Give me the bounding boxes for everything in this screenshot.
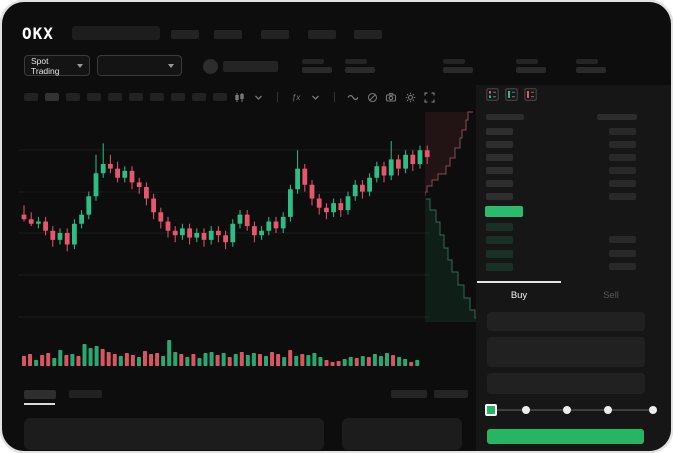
bottom-tab-placeholder[interactable]: [69, 390, 102, 398]
bid-price-placeholder: [486, 223, 513, 231]
slider-handle[interactable]: [485, 404, 497, 416]
chart-type-chevron[interactable]: [252, 91, 264, 103]
ask-amount-placeholder: [609, 128, 636, 135]
volume-bars: [22, 340, 420, 366]
ask-amount-placeholder: [609, 193, 636, 200]
divider: [271, 91, 283, 103]
pair-search-dropdown[interactable]: [97, 55, 182, 76]
timeframe-button-placeholder[interactable]: [150, 93, 164, 101]
total-input[interactable]: [487, 373, 645, 394]
bid-amount-placeholder: [609, 249, 636, 257]
combined-book-icon[interactable]: [486, 88, 499, 101]
ticker-stat-value-placeholder: [345, 67, 375, 73]
bids-only-icon[interactable]: [505, 88, 518, 101]
slider-stop-dot[interactable]: [604, 406, 612, 414]
bottom-panel-right: [342, 418, 462, 450]
price-input[interactable]: [487, 312, 645, 331]
nav-title-placeholder: [72, 26, 160, 40]
orderbook-header-left-placeholder: [486, 114, 524, 120]
camera-icon[interactable]: [385, 91, 397, 103]
ticker-stat-label-placeholder: [345, 59, 367, 64]
orderbook-header-right-placeholder: [597, 114, 637, 120]
timeframe-button-placeholder[interactable]: [192, 93, 206, 101]
ask-price-placeholder: [486, 128, 513, 135]
bottom-action-placeholder[interactable]: [391, 390, 427, 398]
depth-chart: [425, 111, 477, 322]
amount-slider[interactable]: [484, 401, 659, 419]
coin-avatar: [203, 59, 218, 74]
bid-amount-placeholder: [609, 263, 636, 271]
indicators-icon[interactable]: ƒx: [291, 92, 301, 102]
ticker-stat-value-placeholder: [576, 67, 606, 73]
ask-price-placeholder: [486, 193, 513, 200]
ticker-stat-label-placeholder: [443, 59, 465, 64]
ask-price-placeholder: [486, 154, 513, 161]
ask-price-placeholder: [486, 141, 513, 148]
timeframe-button-placeholder[interactable]: [213, 93, 227, 101]
ticker-stat-label-placeholder: [302, 59, 324, 64]
ticker-stat-value-placeholder: [443, 67, 473, 73]
candlestick-chart[interactable]: [18, 108, 430, 336]
fullscreen-icon[interactable]: [423, 91, 435, 103]
bottom-tab-underline: [24, 403, 55, 405]
slider-stop-dot[interactable]: [649, 406, 657, 414]
ticker-stat-label-placeholder: [516, 59, 538, 64]
timeframe-button-placeholder[interactable]: [171, 93, 185, 101]
bottom-tab-active-placeholder[interactable]: [24, 390, 56, 399]
timeframe-button-placeholder[interactable]: [108, 93, 122, 101]
bid-amount-placeholder: [609, 236, 636, 244]
ticker-stat-value-placeholder: [516, 67, 546, 73]
bid-price-placeholder: [486, 263, 513, 272]
annotation-icon[interactable]: [366, 91, 378, 103]
ask-price-placeholder: [486, 180, 513, 187]
ask-price-placeholder: [486, 167, 513, 174]
orderbook-view-toggles: [486, 88, 537, 101]
nav-menu-item-placeholder[interactable]: [354, 30, 382, 39]
slider-track[interactable]: [490, 409, 655, 411]
nav-menu-item-placeholder[interactable]: [171, 30, 199, 39]
ask-amount-placeholder: [609, 141, 636, 148]
timeframe-button-placeholder[interactable]: [24, 93, 38, 101]
timeframe-button-placeholder[interactable]: [129, 93, 143, 101]
tab-sell[interactable]: Sell: [603, 290, 619, 301]
market-type-label: Spot Trading: [31, 55, 60, 76]
ask-amount-placeholder: [609, 180, 636, 187]
ask-amount-placeholder: [609, 154, 636, 161]
nav-menu-item-placeholder[interactable]: [214, 30, 242, 39]
indicators-chevron[interactable]: [309, 91, 321, 103]
pair-name-placeholder: [223, 61, 278, 72]
asks-only-icon[interactable]: [524, 88, 537, 101]
okx-logo[interactable]: OKX: [22, 24, 54, 43]
chart-type-icon[interactable]: [233, 91, 245, 103]
slider-stop-dot[interactable]: [563, 406, 571, 414]
chevron-down-icon: [77, 63, 83, 68]
bottom-panel-left: [24, 418, 324, 450]
timeframe-button-placeholder[interactable]: [45, 93, 59, 101]
last-price-highlight[interactable]: [485, 206, 523, 217]
slider-stop-dot[interactable]: [522, 406, 530, 414]
timeframe-button-placeholder[interactable]: [87, 93, 101, 101]
ticker-stat-value-placeholder: [302, 67, 332, 73]
amount-input[interactable]: [487, 337, 645, 367]
timeframe-button-placeholder[interactable]: [66, 93, 80, 101]
line-tool-icon[interactable]: [347, 91, 359, 103]
nav-menu-item-placeholder[interactable]: [308, 30, 336, 39]
chart-tool-icons: ƒx: [233, 90, 435, 104]
settings-icon[interactable]: [404, 91, 416, 103]
market-type-dropdown[interactable]: Spot Trading: [24, 55, 90, 76]
nav-menu-item-placeholder[interactable]: [261, 30, 289, 39]
bid-price-placeholder: [486, 249, 513, 258]
tab-buy[interactable]: Buy: [510, 290, 528, 301]
bid-price-placeholder: [486, 236, 513, 245]
divider: [328, 91, 340, 103]
bottom-action-placeholder[interactable]: [434, 390, 468, 398]
buy-tab-indicator: [477, 281, 561, 283]
ask-amount-placeholder: [609, 167, 636, 174]
chevron-down-icon: [168, 63, 174, 68]
ticker-stat-label-placeholder: [576, 59, 598, 64]
right-panel: Buy Sell: [476, 85, 671, 451]
buy-submit-button[interactable]: [487, 429, 644, 444]
